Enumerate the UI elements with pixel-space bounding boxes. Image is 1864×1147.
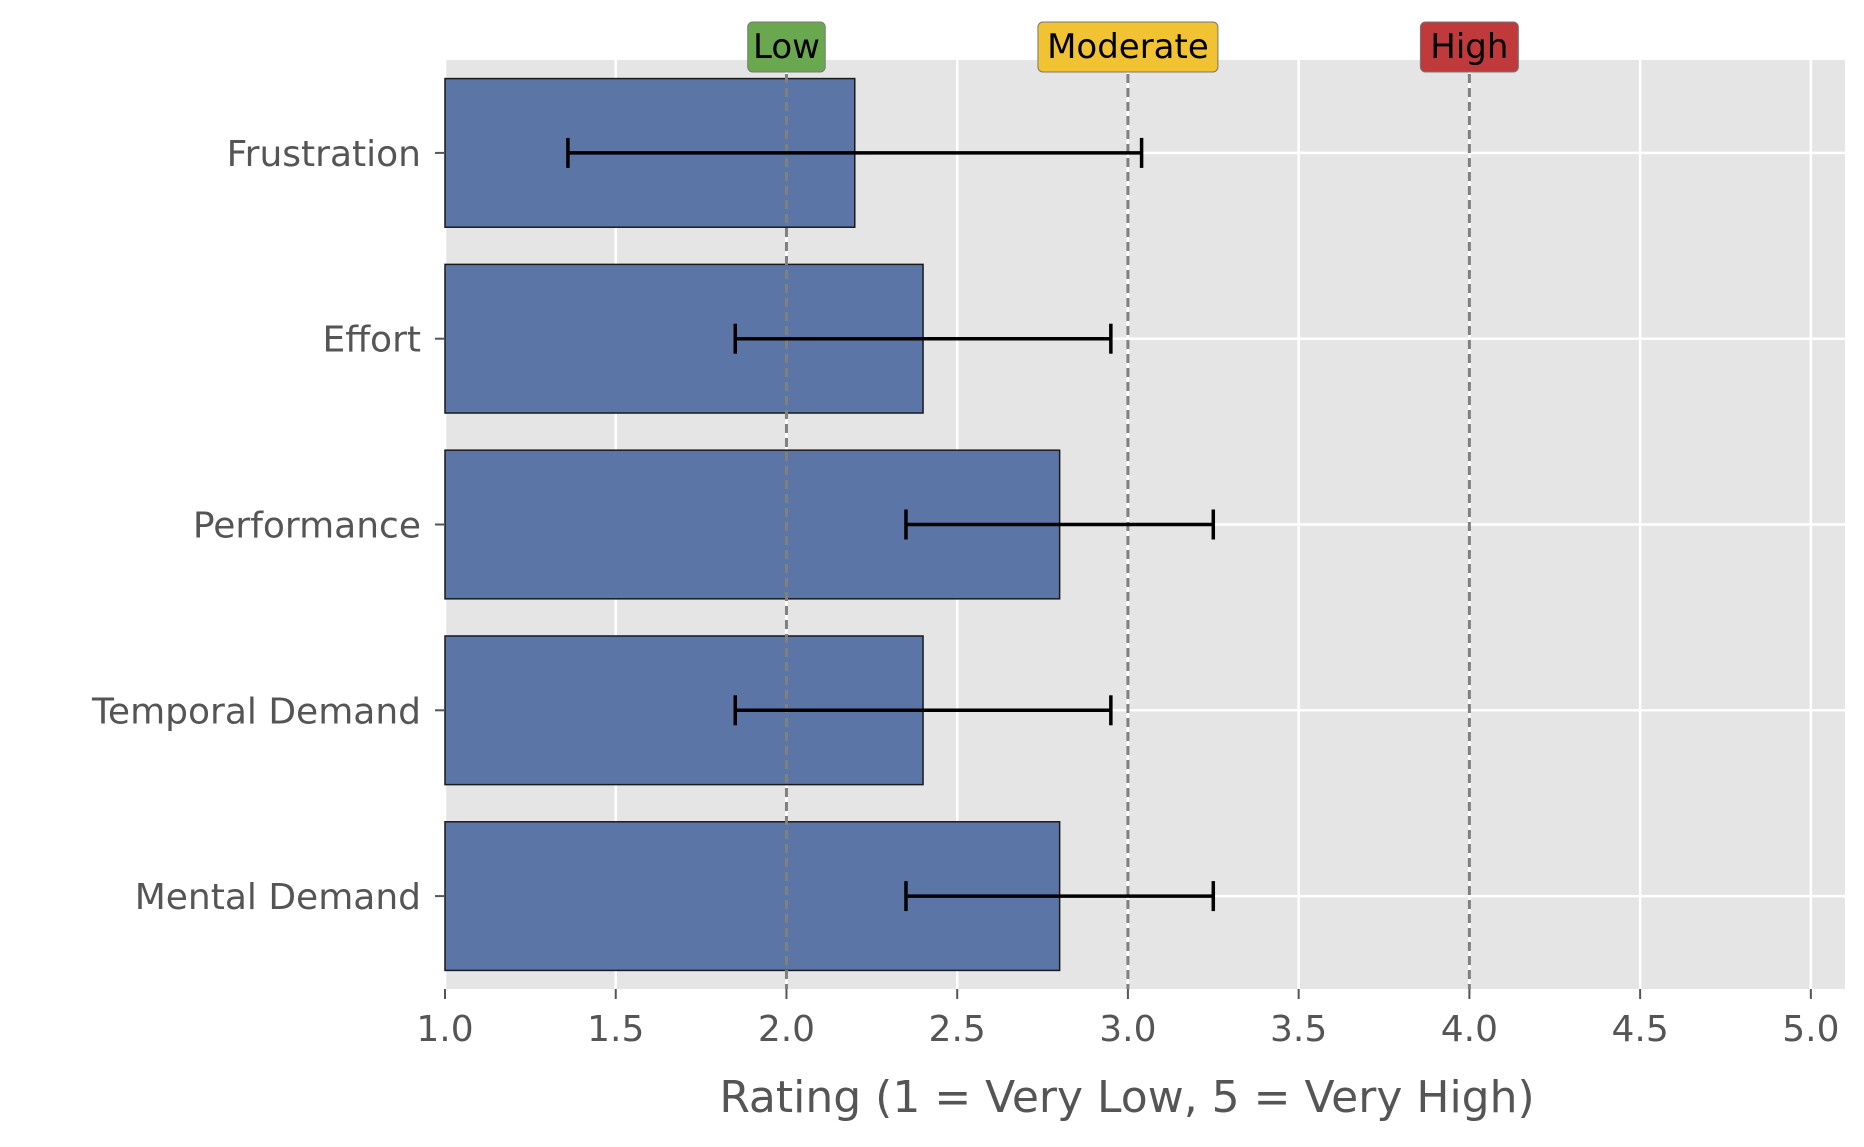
x-tick-label: 4.5 [1611,1009,1668,1050]
y-tick-label: Frustration [227,134,421,175]
error-bars [566,137,1216,912]
reference-label: Low [753,27,820,67]
reference-label: Moderate [1047,27,1209,67]
x-tick-label: 3.0 [1099,1009,1156,1050]
reference-label-box [1037,21,1219,73]
x-tick-label: 5.0 [1782,1009,1839,1050]
reference-label-box [747,21,826,73]
x-tick-label: 4.0 [1441,1009,1498,1050]
x-axis: 1.0 1.5 2.0 2.5 3.0 3.5 4.0 4.5 5.0 [416,989,1839,1050]
bars [444,77,1061,972]
y-tick-label: Temporal Demand [91,691,421,732]
x-tick-label: 3.5 [1270,1009,1327,1050]
x-tick-label: 2.5 [929,1009,986,1050]
y-axis: Mental Demand Temporal Demand Performance E… [91,134,445,918]
reference-lines: Low Moderate High [747,21,1519,989]
reference-label-box [1419,21,1519,73]
y-tick-label: Mental Demand [135,877,421,918]
y-tick-label: Performance [193,506,421,547]
x-tick-label: 1.0 [416,1009,473,1050]
x-tick-label: 1.5 [587,1009,644,1050]
x-tick-label: 2.0 [758,1009,815,1050]
y-tick-label: Effort [323,320,422,361]
x-axis-title: Rating (1 = Very Low, 5 = Very High) [719,1072,1534,1123]
reference-label: High [1430,27,1508,67]
